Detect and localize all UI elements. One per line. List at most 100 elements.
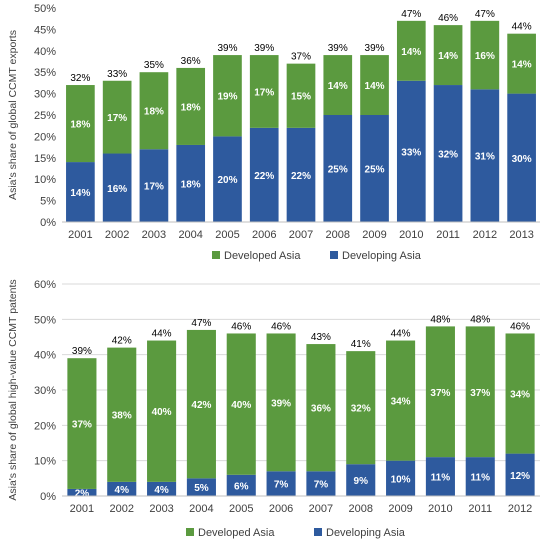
data-label-developing-asia: 12% (510, 471, 530, 482)
data-label-developed-asia: 37% (470, 388, 490, 399)
data-label-developing-asia: 6% (234, 481, 249, 492)
data-label-total: 44% (152, 329, 172, 340)
x-tick-label: 2001 (70, 503, 94, 515)
x-tick-label: 2003 (149, 503, 173, 515)
bar-developing-asia (470, 89, 500, 222)
bar-developed-asia (433, 25, 463, 86)
y-tick-label: 0% (40, 217, 56, 229)
bar-developed-asia (107, 347, 137, 482)
bar-developing-asia (147, 481, 177, 496)
bar-developing-asia (505, 453, 535, 496)
bar-developed-asia (465, 326, 495, 458)
data-label-total: 33% (107, 69, 127, 80)
data-label-total: 46% (231, 321, 251, 332)
data-label-developing-asia: 31% (475, 152, 495, 163)
x-tick-label: 2008 (326, 229, 350, 241)
data-label-developed-asia: 18% (70, 120, 90, 131)
bar-developed-asia (176, 67, 206, 145)
data-label-developed-asia: 37% (430, 388, 450, 399)
data-label-total: 46% (271, 321, 291, 332)
y-tick-label: 45% (34, 24, 56, 36)
y-tick-label: 35% (34, 67, 56, 79)
x-tick-label: 2011 (468, 503, 492, 515)
data-label-developing-asia: 11% (471, 473, 491, 484)
bar-developing-asia (396, 80, 426, 222)
data-label-total: 36% (181, 56, 201, 67)
x-tick-label: 2007 (289, 229, 313, 241)
x-tick-label: 2010 (399, 229, 423, 241)
x-tick-label: 2005 (229, 503, 253, 515)
bar-developed-asia (306, 344, 336, 472)
legend-label-developing-asia: Developing Asia (342, 250, 422, 262)
data-label-developed-asia: 39% (271, 398, 291, 409)
data-label-developed-asia: 34% (510, 390, 530, 401)
x-tick-label: 2012 (473, 229, 497, 241)
data-label-total: 37% (291, 52, 311, 63)
data-label-developing-asia: 9% (354, 476, 369, 487)
data-label-developing-asia: 22% (254, 171, 274, 182)
bar-developed-asia (286, 63, 316, 128)
bar-developed-asia (226, 333, 256, 475)
data-label-developed-asia: 15% (291, 92, 311, 103)
y-tick-label: 30% (34, 89, 56, 101)
y-tick-label: 50% (34, 314, 56, 326)
data-label-developed-asia: 40% (231, 400, 251, 411)
bar-developing-asia (323, 115, 353, 222)
x-tick-label: 2004 (178, 229, 202, 241)
data-label-developing-asia: 33% (401, 147, 421, 158)
y-tick-label: 60% (34, 279, 56, 291)
bar-developing-asia (139, 149, 169, 222)
bar-developed-asia (425, 326, 455, 458)
bar-developing-asia (433, 85, 463, 222)
data-label-developing-asia: 16% (107, 184, 127, 195)
x-tick-label: 2009 (388, 503, 412, 515)
data-label-developed-asia: 40% (152, 407, 172, 418)
data-label-total: 39% (217, 43, 237, 54)
x-tick-label: 2006 (269, 503, 293, 515)
x-tick-label: 2002 (105, 229, 129, 241)
data-label-developing-asia: 17% (144, 182, 164, 193)
x-tick-label: 2012 (508, 503, 532, 515)
data-label-total: 39% (365, 43, 385, 54)
legend-label-developing-asia: Developing Asia (326, 527, 406, 539)
data-label-total: 47% (475, 9, 495, 20)
data-label-total: 32% (70, 73, 90, 84)
y-tick-label: 20% (34, 131, 56, 143)
data-label-developed-asia: 14% (401, 47, 421, 58)
y-tick-label: 5% (40, 196, 56, 208)
data-label-total: 43% (311, 332, 331, 343)
bar-developing-asia (186, 478, 216, 496)
x-tick-label: 2005 (215, 229, 239, 241)
x-tick-label: 2004 (189, 503, 213, 515)
bar-developed-asia (147, 340, 177, 482)
x-tick-label: 2009 (362, 229, 386, 241)
data-label-developing-asia: 7% (274, 480, 289, 491)
data-label-developed-asia: 19% (217, 92, 237, 103)
data-label-developing-asia: 4% (154, 485, 169, 496)
data-label-total: 47% (401, 9, 421, 20)
bar-developing-asia (425, 457, 455, 496)
data-label-total: 48% (430, 314, 450, 325)
y-tick-label: 10% (34, 456, 56, 468)
data-label-developing-asia: 32% (438, 150, 458, 161)
bar-developed-asia (266, 333, 296, 472)
bar-developed-asia (505, 333, 535, 454)
data-label-developing-asia: 25% (365, 165, 385, 176)
data-label-developing-asia: 4% (115, 485, 130, 496)
data-label-developing-asia: 10% (391, 474, 411, 485)
data-label-developed-asia: 38% (112, 411, 132, 422)
data-label-developing-asia: 18% (181, 179, 201, 190)
y-axis-label: Asia's share of global CCMT exports (7, 30, 19, 200)
bar-developed-asia (323, 55, 353, 115)
y-tick-label: 25% (34, 110, 56, 122)
bar-developing-asia (67, 488, 97, 496)
x-tick-label: 2002 (110, 503, 134, 515)
bar-developing-asia (306, 471, 336, 496)
bar-developed-asia (386, 340, 416, 461)
data-label-developing-asia: 30% (512, 154, 532, 165)
y-axis-label: Asia's share of global high-value CCMT p… (7, 279, 19, 500)
data-label-total: 46% (438, 13, 458, 24)
legend-swatch-developing-asia (330, 251, 338, 259)
bar-developing-asia (465, 457, 495, 496)
